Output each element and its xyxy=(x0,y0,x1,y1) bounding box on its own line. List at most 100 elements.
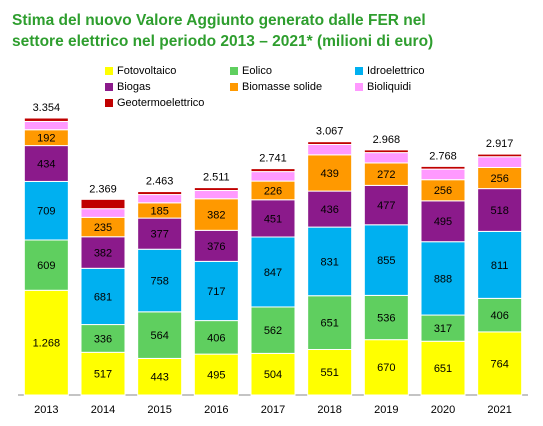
segment-label: 811 xyxy=(491,260,509,272)
bar-segment xyxy=(307,348,353,396)
total-label: 3.354 xyxy=(33,102,61,114)
bar-segment xyxy=(80,208,126,218)
bar-segment xyxy=(307,190,353,228)
total-label: 2.369 xyxy=(89,183,117,195)
legend-swatch xyxy=(105,67,113,75)
segment-label: 377 xyxy=(150,229,168,241)
bar-segment xyxy=(193,187,239,192)
bar-segment xyxy=(307,144,353,156)
bar-segment xyxy=(307,141,353,146)
segment-label: 847 xyxy=(264,267,282,279)
legend-swatch xyxy=(105,83,113,91)
bar-segment xyxy=(307,295,353,350)
chart-title: Stima del nuovo Valore Aggiunto generato… xyxy=(12,12,426,29)
segment-label: 185 xyxy=(150,205,168,217)
segment-label: 376 xyxy=(207,241,225,253)
bar-segment xyxy=(137,191,183,196)
segment-label: 192 xyxy=(37,133,55,145)
segment-label: 235 xyxy=(94,222,112,234)
x-tick-label: 2015 xyxy=(147,404,171,416)
total-label: 2.741 xyxy=(259,153,287,165)
bar-segment xyxy=(363,224,409,296)
segment-label: 536 xyxy=(377,312,395,324)
bar-segment xyxy=(80,267,126,326)
segment-label: 382 xyxy=(94,247,112,259)
segment-label: 451 xyxy=(264,213,282,225)
legend-swatch xyxy=(230,83,238,91)
segment-label: 551 xyxy=(320,367,338,379)
segment-label: 272 xyxy=(377,169,395,181)
segment-label: 443 xyxy=(150,372,168,384)
legend-label: Fotovoltaico xyxy=(117,65,176,77)
bar-segment xyxy=(137,357,183,396)
bar-segment xyxy=(477,297,523,333)
segment-label: 256 xyxy=(490,173,508,185)
bar-segment xyxy=(137,248,183,313)
legend-swatch xyxy=(355,83,363,91)
total-label: 2.463 xyxy=(146,175,174,187)
legend-label: Bioliquidi xyxy=(367,81,411,93)
bar-segment xyxy=(363,149,409,154)
bar-segment xyxy=(477,156,523,168)
segment-label: 226 xyxy=(264,185,282,197)
bar-segment xyxy=(307,154,353,192)
segment-label: 406 xyxy=(207,332,225,344)
x-tick-label: 2014 xyxy=(91,404,115,416)
total-label: 2.968 xyxy=(373,134,401,146)
bar-segment xyxy=(80,351,126,396)
x-tick-label: 2019 xyxy=(374,404,398,416)
segment-label: 439 xyxy=(320,168,338,180)
x-tick-label: 2020 xyxy=(431,404,455,416)
total-label: 2.511 xyxy=(203,172,230,184)
x-tick-label: 2016 xyxy=(204,404,228,416)
segment-label: 564 xyxy=(150,330,168,342)
bar-segment xyxy=(477,188,523,232)
legend-label: Biogas xyxy=(117,81,151,93)
bar-segment xyxy=(193,229,239,262)
bar-segment xyxy=(420,168,466,181)
segment-label: 831 xyxy=(320,256,338,268)
segment-label: 709 xyxy=(37,206,55,218)
segment-label: 434 xyxy=(37,158,55,170)
bar-segment xyxy=(137,194,183,204)
segment-label: 670 xyxy=(377,362,395,374)
bar-segment xyxy=(363,152,409,164)
bar-segment xyxy=(420,340,466,396)
bar-segment xyxy=(137,311,183,359)
x-tick-label: 2018 xyxy=(317,404,341,416)
bar-segment xyxy=(420,314,466,342)
segment-label: 406 xyxy=(490,310,508,322)
bar-segment xyxy=(420,165,466,170)
bar-segment xyxy=(477,331,523,396)
segment-label: 495 xyxy=(207,369,225,381)
bar-segment xyxy=(477,230,523,299)
segment-label: 504 xyxy=(264,369,282,381)
segment-label: 256 xyxy=(434,185,452,197)
bar-segment xyxy=(23,239,69,291)
bar-segment xyxy=(250,171,296,182)
segment-label: 336 xyxy=(94,333,112,345)
chart-title: settore elettrico nel periodo 2013 – 202… xyxy=(12,33,433,50)
total-label: 2.768 xyxy=(429,150,457,162)
segment-label: 888 xyxy=(434,273,452,285)
segment-label: 562 xyxy=(264,325,282,337)
bar-segment xyxy=(23,289,69,396)
segment-label: 681 xyxy=(94,291,112,303)
segment-label: 495 xyxy=(434,216,452,228)
legend-swatch xyxy=(355,67,363,75)
legend-swatch xyxy=(230,67,238,75)
bar-segment xyxy=(80,198,126,210)
segment-label: 477 xyxy=(377,200,395,212)
segment-label: 764 xyxy=(490,358,508,370)
segment-label: 609 xyxy=(37,260,55,272)
bar-segment xyxy=(137,217,183,250)
legend-label: Geotermoelettrico xyxy=(117,97,204,109)
legend-label: Eolico xyxy=(242,65,272,77)
segment-label: 382 xyxy=(207,209,225,221)
segment-label: 518 xyxy=(490,205,508,217)
segment-label: 436 xyxy=(320,204,338,216)
x-tick-label: 2021 xyxy=(487,404,511,416)
bar-segment xyxy=(477,153,523,158)
bar-segment xyxy=(23,120,69,131)
segment-label: 651 xyxy=(320,318,338,330)
